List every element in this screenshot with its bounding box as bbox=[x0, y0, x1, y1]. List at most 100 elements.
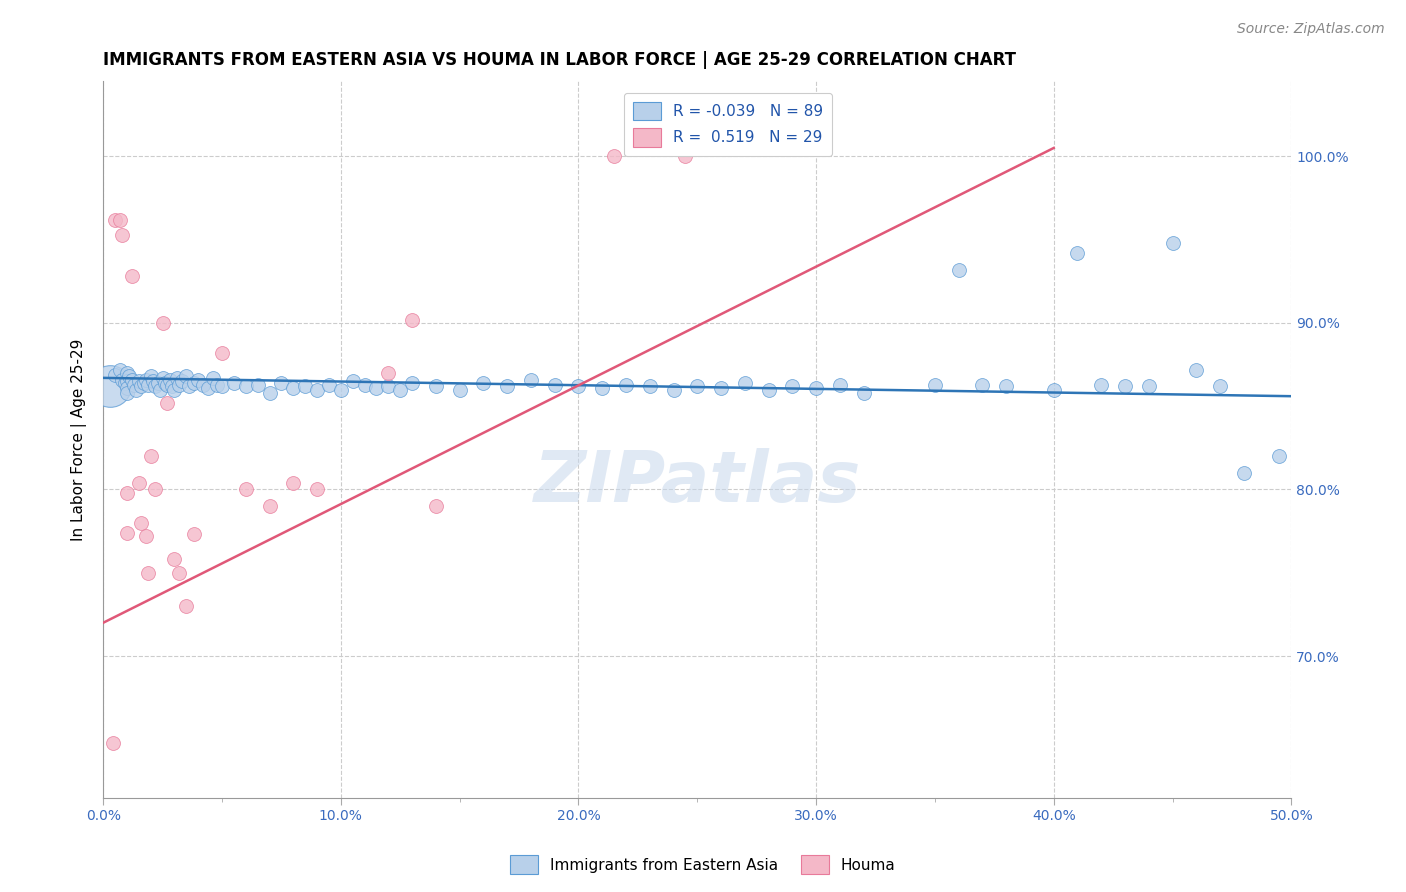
Point bbox=[283, 475, 305, 490]
Point bbox=[948, 262, 970, 277]
Point bbox=[138, 377, 160, 392]
Point bbox=[686, 379, 709, 393]
Point bbox=[104, 368, 127, 382]
Point bbox=[1268, 449, 1291, 463]
Point bbox=[108, 212, 131, 227]
Point bbox=[544, 377, 567, 392]
Point bbox=[135, 372, 157, 386]
Point bbox=[145, 379, 167, 393]
Point bbox=[852, 385, 875, 400]
Point bbox=[115, 525, 138, 540]
Point bbox=[758, 383, 780, 397]
Point bbox=[235, 379, 257, 393]
Point bbox=[1185, 362, 1208, 376]
Point bbox=[129, 516, 152, 530]
Point bbox=[734, 376, 756, 390]
Point bbox=[222, 376, 245, 390]
Point bbox=[449, 383, 471, 397]
Point bbox=[149, 383, 172, 397]
Point bbox=[129, 379, 152, 393]
Text: ZIPatlas: ZIPatlas bbox=[534, 448, 860, 517]
Point bbox=[115, 374, 138, 388]
Point bbox=[108, 362, 131, 376]
Point bbox=[235, 483, 257, 497]
Point bbox=[401, 312, 423, 326]
Point bbox=[1161, 235, 1184, 250]
Point bbox=[472, 376, 495, 390]
Point bbox=[1114, 379, 1136, 393]
Point bbox=[176, 369, 198, 384]
Point bbox=[115, 485, 138, 500]
Point bbox=[166, 371, 188, 385]
Point bbox=[152, 316, 174, 330]
Point bbox=[128, 374, 150, 388]
Point bbox=[782, 379, 804, 393]
Point bbox=[139, 369, 162, 384]
Point bbox=[389, 383, 412, 397]
Point bbox=[191, 377, 214, 392]
Point bbox=[1137, 379, 1160, 393]
Point bbox=[159, 372, 181, 386]
Point bbox=[425, 499, 447, 513]
Point bbox=[101, 736, 124, 750]
Point bbox=[211, 346, 233, 360]
Point bbox=[710, 381, 733, 395]
Point bbox=[146, 376, 169, 390]
Point bbox=[828, 377, 851, 392]
Point bbox=[1233, 466, 1256, 480]
Point bbox=[138, 566, 160, 580]
Point bbox=[329, 383, 352, 397]
Point bbox=[366, 381, 388, 395]
Point bbox=[183, 376, 205, 390]
Point bbox=[318, 377, 340, 392]
Point bbox=[1066, 246, 1088, 260]
Point bbox=[307, 383, 329, 397]
Point bbox=[259, 385, 281, 400]
Point bbox=[377, 379, 399, 393]
Point bbox=[128, 475, 150, 490]
Point bbox=[294, 379, 316, 393]
Legend: R = -0.039   N = 89, R =  0.519   N = 29: R = -0.039 N = 89, R = 0.519 N = 29 bbox=[624, 93, 832, 156]
Point bbox=[187, 372, 209, 386]
Point bbox=[115, 366, 138, 380]
Point bbox=[1090, 377, 1112, 392]
Point bbox=[496, 379, 519, 393]
Point bbox=[104, 212, 127, 227]
Point bbox=[153, 376, 176, 390]
Point bbox=[307, 483, 329, 497]
Point bbox=[1209, 379, 1232, 393]
Point bbox=[591, 381, 613, 395]
Point bbox=[121, 269, 143, 284]
Point bbox=[152, 371, 174, 385]
Point bbox=[114, 376, 136, 390]
Point bbox=[972, 377, 994, 392]
Point bbox=[211, 379, 233, 393]
Point bbox=[156, 396, 179, 410]
Point bbox=[115, 385, 138, 400]
Point bbox=[170, 374, 193, 388]
Point bbox=[183, 527, 205, 541]
Point bbox=[118, 369, 141, 384]
Point bbox=[132, 376, 155, 390]
Point bbox=[167, 566, 190, 580]
Point bbox=[176, 599, 198, 613]
Point bbox=[259, 499, 281, 513]
Point bbox=[614, 377, 637, 392]
Point bbox=[98, 379, 121, 393]
Point bbox=[995, 379, 1018, 393]
Point bbox=[353, 377, 375, 392]
Point bbox=[163, 383, 186, 397]
Point bbox=[567, 379, 589, 393]
Point bbox=[135, 529, 157, 543]
Point bbox=[1042, 383, 1064, 397]
Y-axis label: In Labor Force | Age 25-29: In Labor Force | Age 25-29 bbox=[72, 338, 87, 541]
Point bbox=[270, 376, 292, 390]
Point bbox=[804, 381, 827, 395]
Point bbox=[924, 377, 946, 392]
Point bbox=[167, 377, 190, 392]
Point bbox=[115, 381, 138, 395]
Point bbox=[121, 372, 143, 386]
Point bbox=[207, 377, 229, 392]
Point bbox=[377, 366, 399, 380]
Text: Source: ZipAtlas.com: Source: ZipAtlas.com bbox=[1237, 22, 1385, 37]
